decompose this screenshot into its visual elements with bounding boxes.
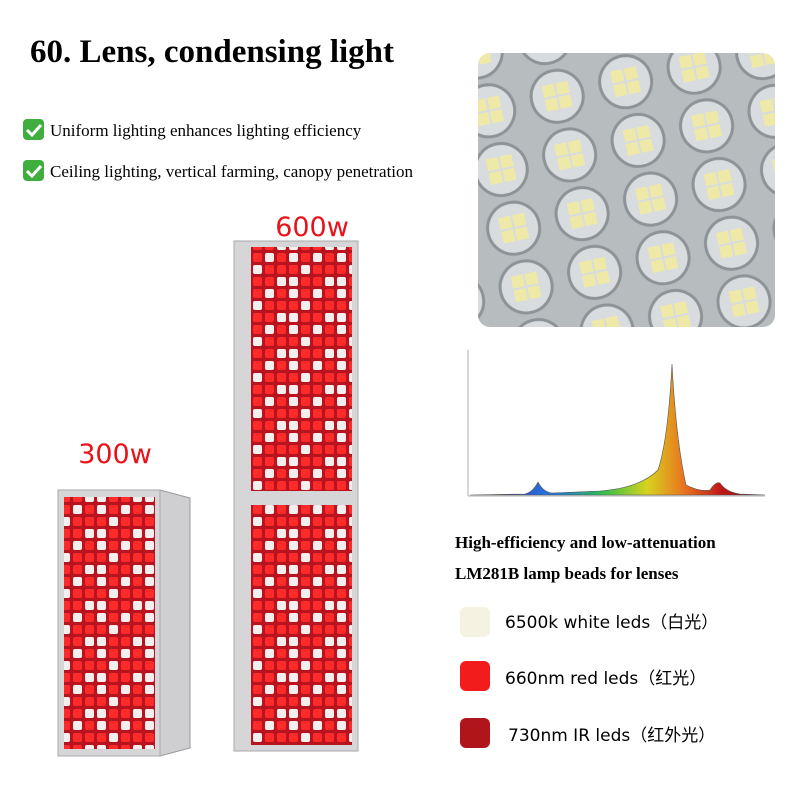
product-label: 600w bbox=[275, 212, 349, 243]
feature-text: Ceiling lighting, vertical farming, cano… bbox=[50, 162, 414, 181]
feature: Ceiling lighting, vertical farming, cano… bbox=[23, 160, 414, 181]
legend-swatch bbox=[460, 661, 490, 691]
panel-600w bbox=[233, 240, 359, 752]
legend-label: 730nm IR leds（红外光） bbox=[508, 726, 715, 746]
check-icon bbox=[23, 119, 44, 140]
feature: Uniform lighting enhances lighting effic… bbox=[23, 119, 362, 140]
legend-swatch bbox=[460, 607, 490, 637]
lens-photo bbox=[478, 53, 775, 327]
legend-label: 6500k white leds（白光） bbox=[505, 613, 718, 633]
product-label: 300w bbox=[78, 439, 152, 470]
spectrum-chart bbox=[467, 350, 766, 497]
legend-swatch bbox=[460, 718, 490, 748]
feature-text: Uniform lighting enhances lighting effic… bbox=[50, 121, 362, 140]
check-icon bbox=[23, 160, 44, 181]
description: LM281B lamp beads for lenses bbox=[455, 564, 679, 583]
legend-label: 660nm red leds（红光） bbox=[505, 669, 706, 689]
description: High-efficiency and low-attenuation bbox=[455, 533, 716, 552]
title: 60. Lens, condensing light bbox=[30, 34, 394, 70]
panel-300w bbox=[57, 489, 191, 757]
